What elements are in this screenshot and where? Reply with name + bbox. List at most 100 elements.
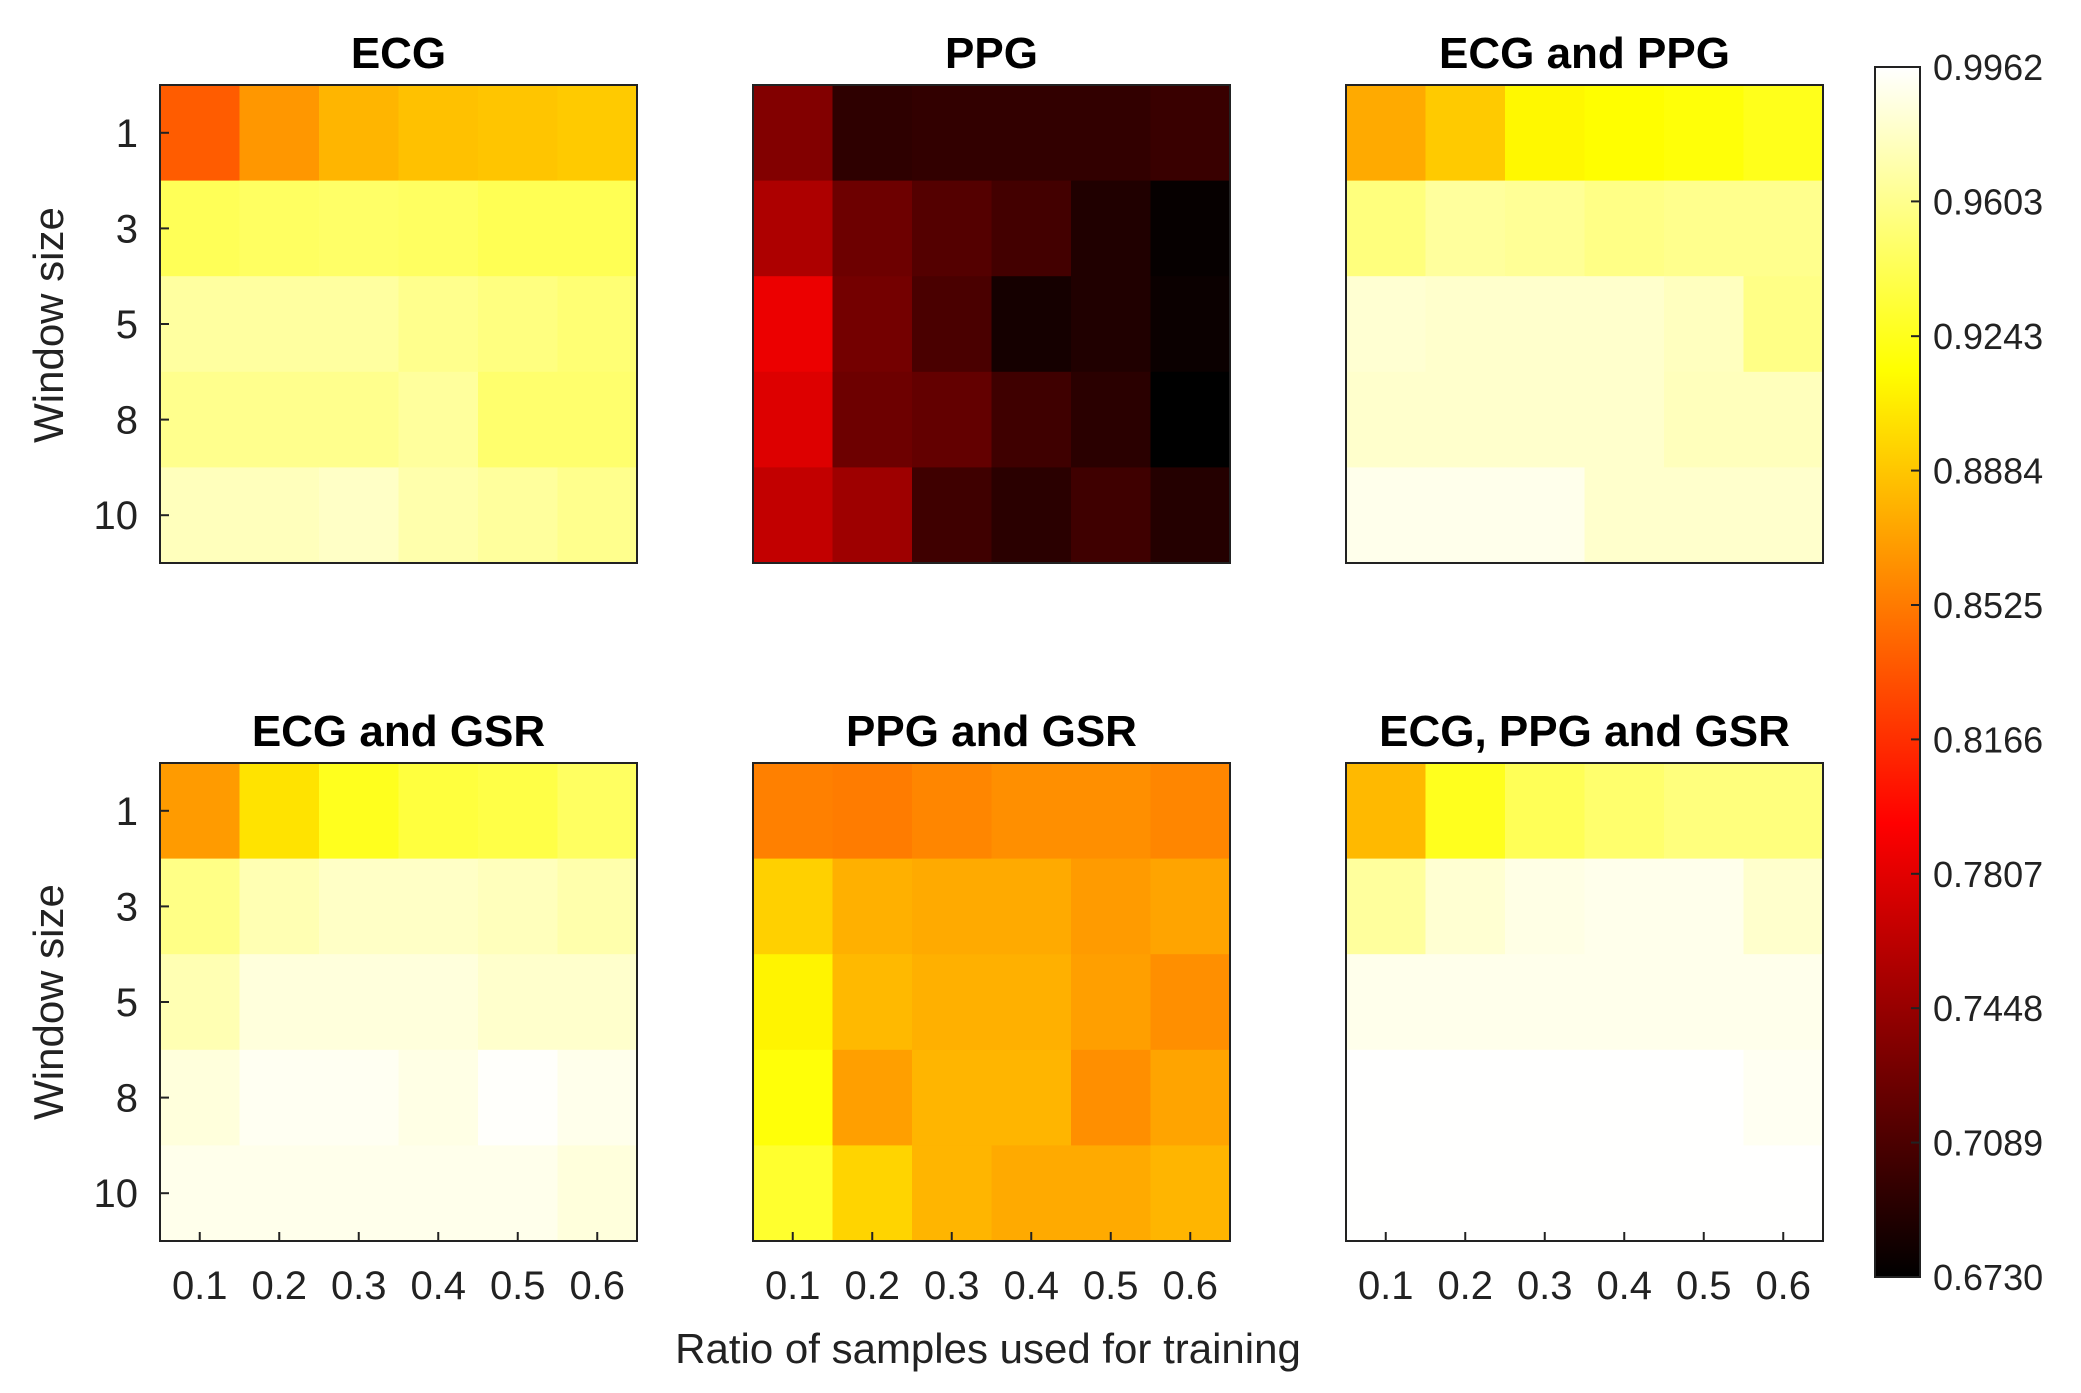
- heatmap-cell: [1743, 858, 1824, 955]
- heatmap-cell: [239, 763, 320, 860]
- heatmap-cell: [991, 763, 1072, 860]
- heatmap-cell: [1743, 954, 1824, 1051]
- panel-frame: [752, 762, 1231, 1242]
- heatmap-cell: [1505, 1049, 1586, 1146]
- heatmap-cell: [991, 371, 1072, 468]
- y-axis-label-bottom: Window size: [25, 884, 72, 1120]
- heatmap-cell: [912, 467, 993, 564]
- colorbar-tick-label: 0.9603: [1933, 181, 2043, 222]
- colorbar: 0.9962 0.9603 0.9243 0.8884 0.8525 0.8166 0.78…: [1874, 47, 2043, 1298]
- x-tick-label: 0.4: [1596, 1264, 1652, 1308]
- heatmap-cell: [832, 1049, 913, 1146]
- heatmap-cell: [1664, 85, 1745, 182]
- x-axis-label: Ratio of samples used for training: [675, 1325, 1301, 1372]
- heatmap-cell: [160, 1049, 241, 1146]
- x-tick-label: 0.5: [490, 1264, 546, 1308]
- heatmap-cell: [319, 85, 400, 182]
- heatmap-cell: [1664, 763, 1745, 860]
- heatmap-cell: [912, 180, 993, 277]
- heatmap-cell: [398, 1049, 479, 1146]
- heatmap-cell: [1584, 1049, 1665, 1146]
- heatmap-cell: [1584, 763, 1665, 860]
- y-tick-label: 10: [94, 494, 139, 538]
- heatmap-cell: [1743, 1049, 1824, 1146]
- heatmap-cell: [160, 1145, 241, 1242]
- x-tick-label: 0.2: [251, 1264, 307, 1308]
- heatmap-panel: PPG and GSR 0.1 0.2 0.3 0.4 0.5 0.6: [752, 707, 1231, 1308]
- heatmap-cell: [1425, 858, 1506, 955]
- heatmap-cell: [1150, 763, 1231, 860]
- heatmap-cell: [832, 180, 913, 277]
- heatmap-cell: [753, 467, 834, 564]
- heatmap-cell: [398, 85, 479, 182]
- heatmap-cell: [1505, 467, 1586, 564]
- heatmap-panel: PPG: [752, 29, 1231, 564]
- heatmap-cell: [1425, 763, 1506, 860]
- heatmap-cell: [1505, 954, 1586, 1051]
- y-tick-label: 5: [116, 981, 138, 1025]
- heatmap-cell: [1150, 1145, 1231, 1242]
- heatmap-cell: [319, 763, 400, 860]
- heatmap-cell: [832, 763, 913, 860]
- x-tick-label: 0.3: [1517, 1264, 1573, 1308]
- heatmap-cell: [1071, 763, 1152, 860]
- heatmap-cell: [912, 371, 993, 468]
- heatmap-cell: [1425, 954, 1506, 1051]
- panel-title: PPG: [945, 29, 1038, 78]
- heatmap-panel: ECG, PPG and GSR 0.1 0.2 0.3 0.4 0.5 0.6: [1345, 707, 1824, 1308]
- heatmap-cell: [398, 1145, 479, 1242]
- heatmap-cell: [239, 858, 320, 955]
- heatmap-cell: [1071, 954, 1152, 1051]
- heatmap-cell: [478, 180, 559, 277]
- heatmap-cell: [1425, 467, 1506, 564]
- heatmap-cell: [398, 954, 479, 1051]
- colorbar-tick-label: 0.6730: [1933, 1257, 2043, 1298]
- heatmap-cell: [160, 180, 241, 277]
- heatmap-cell: [398, 763, 479, 860]
- heatmap-cell: [912, 954, 993, 1051]
- heatmap-cell: [753, 954, 834, 1051]
- panel-title: ECG and GSR: [252, 707, 545, 756]
- heatmap-cell: [478, 1049, 559, 1146]
- heatmap-cell: [1505, 85, 1586, 182]
- heatmap-cell: [1150, 371, 1231, 468]
- colorbar-ticks: 0.9962 0.9603 0.9243 0.8884 0.8525 0.8166 0.78…: [1911, 47, 2043, 1298]
- heatmap-cell: [1346, 180, 1427, 277]
- panel-title: ECG, PPG and GSR: [1379, 707, 1790, 756]
- heatmap-cell: [160, 858, 241, 955]
- heatmap-cell: [832, 371, 913, 468]
- heatmap-cell: [478, 954, 559, 1051]
- heatmap-cell: [1505, 1145, 1586, 1242]
- heatmap-cell: [991, 1145, 1072, 1242]
- x-tick-label: 0.2: [1437, 1264, 1493, 1308]
- heatmap-cell: [160, 467, 241, 564]
- heatmap-cell: [1743, 180, 1824, 277]
- x-tick-label: 0.5: [1083, 1264, 1139, 1308]
- heatmap-cell: [1071, 371, 1152, 468]
- heatmap-cell: [832, 858, 913, 955]
- x-tick-label: 0.6: [1162, 1264, 1218, 1308]
- heatmap-cell: [557, 1049, 638, 1146]
- heatmap-cell: [398, 371, 479, 468]
- heatmap-cell: [832, 1145, 913, 1242]
- heatmap-cell: [1505, 276, 1586, 373]
- heatmap-cell: [319, 276, 400, 373]
- heatmap-cell: [753, 180, 834, 277]
- heatmap-cell: [1664, 1049, 1745, 1146]
- heatmap-cell: [557, 276, 638, 373]
- heatmap-cell: [991, 180, 1072, 277]
- heatmap-cell: [239, 954, 320, 1051]
- heatmap-cell: [1071, 180, 1152, 277]
- heatmap-cell: [1150, 1049, 1231, 1146]
- heatmap-cell: [1584, 85, 1665, 182]
- heatmap-cell: [1664, 467, 1745, 564]
- heatmap-cell: [557, 1145, 638, 1242]
- x-tick-label: 0.5: [1676, 1264, 1732, 1308]
- heatmap-cell: [557, 763, 638, 860]
- x-tick-label: 0.4: [410, 1264, 466, 1308]
- heatmap-cell: [991, 467, 1072, 564]
- heatmap-cell: [239, 180, 320, 277]
- x-tick-label: 0.6: [569, 1264, 625, 1308]
- heatmap-cell: [1505, 858, 1586, 955]
